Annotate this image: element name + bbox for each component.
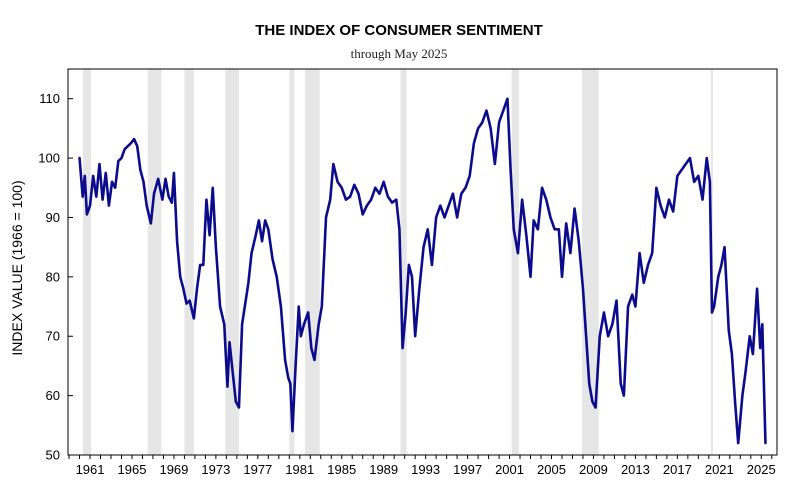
x-axis-ticks: 1961 1965 1969 1973 1977 1981 1985 1989 1993 1997…	[68, 455, 776, 477]
y-tick-label: 110	[39, 91, 60, 106]
x-tick-label: 1993	[411, 462, 440, 477]
recession-band	[581, 69, 599, 455]
x-tick-label: 2025	[747, 462, 776, 477]
chart-subtitle: through May 2025	[350, 46, 448, 61]
x-tick-label: 1997	[453, 462, 482, 477]
sentiment-index-line	[78, 97, 767, 445]
x-tick-label: 1989	[369, 462, 398, 477]
y-axis-ticks: 50 60 70 80 90 100 110	[38, 91, 73, 463]
x-tick-label: 2001	[495, 462, 524, 477]
y-axis-label: INDEX VALUE (1966 = 100)	[9, 180, 25, 355]
recession-band	[289, 69, 295, 455]
recession-bands	[82, 69, 713, 455]
recession-band	[400, 69, 407, 455]
x-tick-label: 2009	[579, 462, 608, 477]
recession-band	[147, 69, 162, 455]
recession-band	[184, 69, 194, 455]
x-tick-label: 2013	[621, 462, 650, 477]
x-tick-label: 2017	[663, 462, 692, 477]
x-tick-label: 2021	[705, 462, 734, 477]
x-tick-label: 1969	[159, 462, 188, 477]
x-tick-label: 1981	[285, 462, 314, 477]
recession-band	[225, 69, 239, 455]
y-tick-label: 90	[46, 210, 60, 225]
y-tick-label: 80	[46, 269, 60, 284]
recession-band	[511, 69, 519, 455]
x-tick-label: 1985	[327, 462, 356, 477]
x-tick-label: 1965	[118, 462, 147, 477]
y-tick-label: 60	[46, 388, 60, 403]
y-tick-label: 70	[46, 329, 60, 344]
x-tick-label: 1977	[243, 462, 272, 477]
recession-band	[82, 69, 92, 455]
plot-area-frame	[67, 68, 778, 456]
recession-band	[305, 69, 320, 455]
y-tick-label: 50	[46, 448, 60, 463]
x-tick-label: 1961	[76, 462, 105, 477]
x-tick-label: 2005	[537, 462, 566, 477]
y-tick-label: 100	[38, 151, 60, 166]
chart-title: THE INDEX OF CONSUMER SENTIMENT	[255, 22, 543, 39]
x-tick-label: 1973	[201, 462, 230, 477]
